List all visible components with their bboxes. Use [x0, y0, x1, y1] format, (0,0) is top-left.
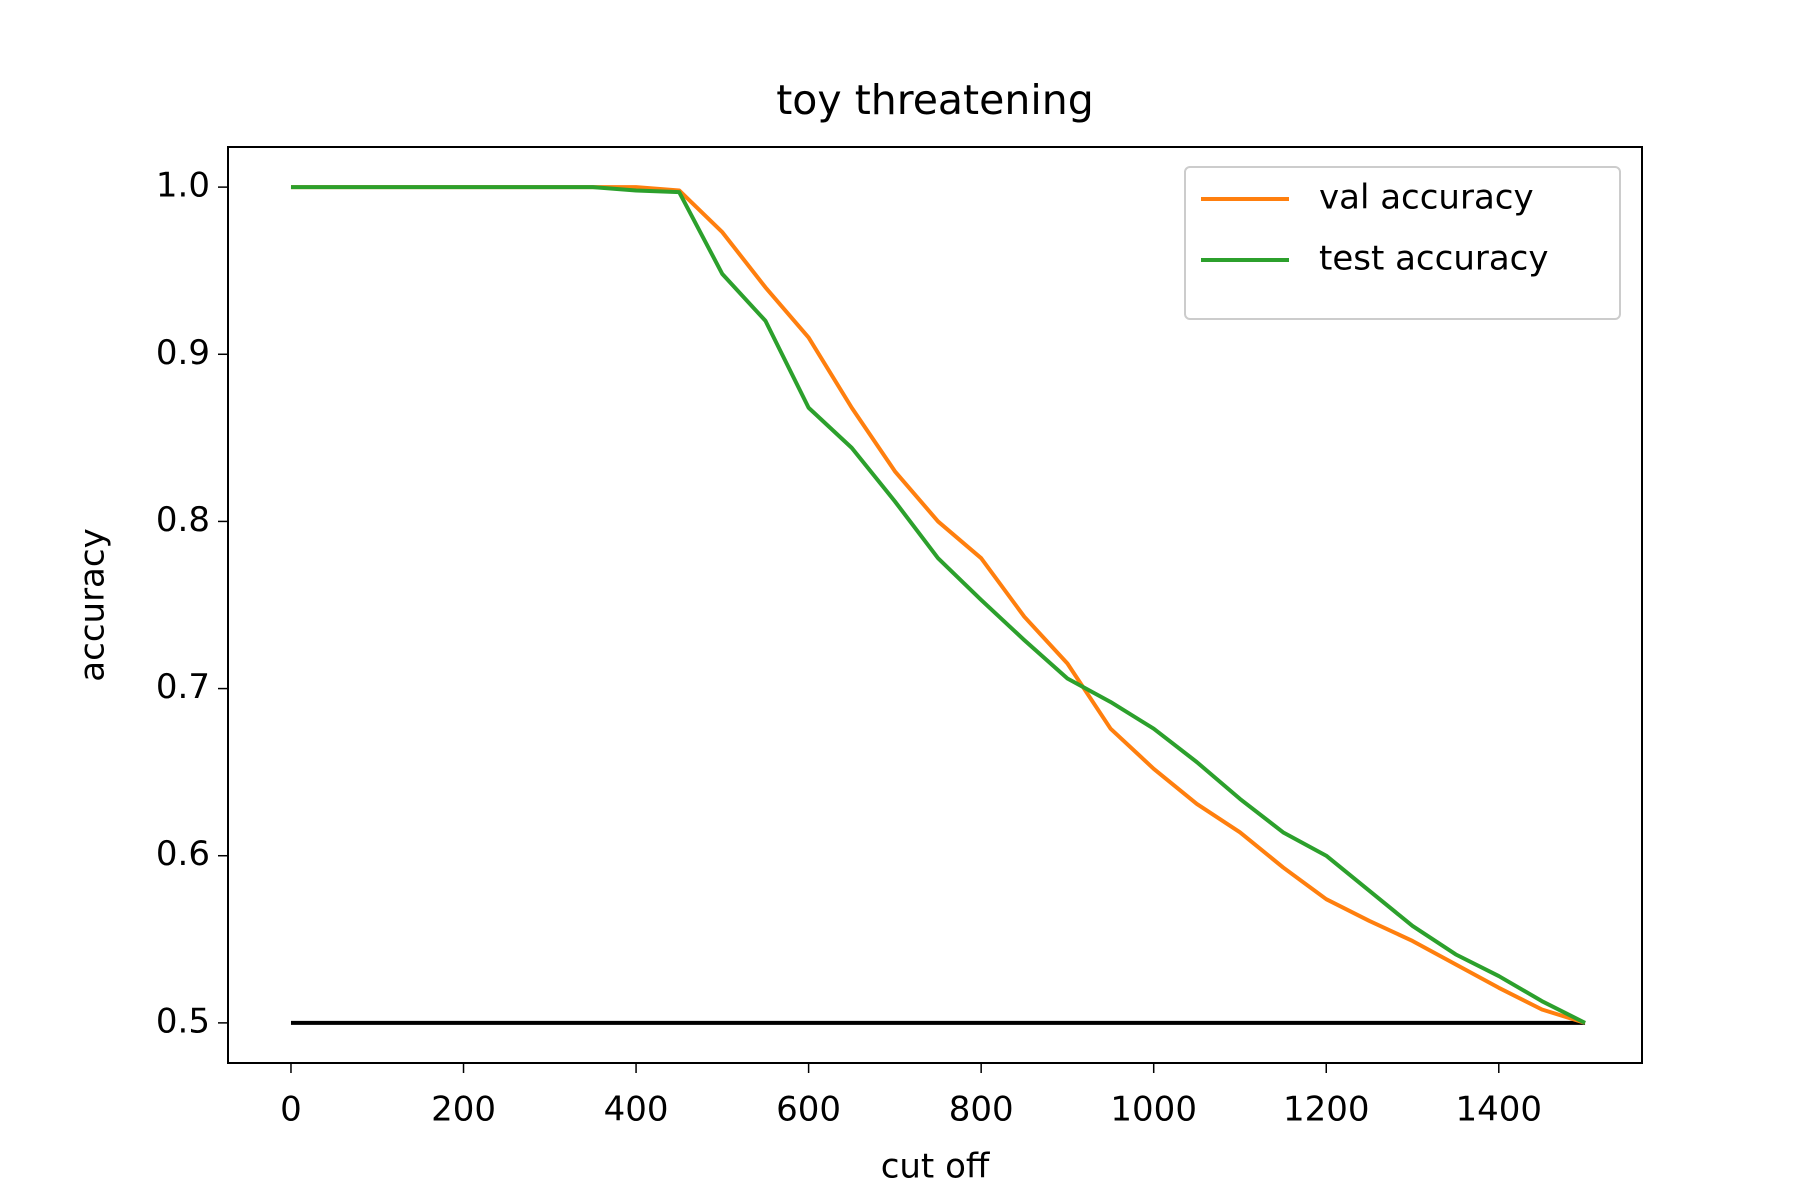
y-tick-label: 0.5 — [156, 1001, 210, 1041]
x-tick-label: 200 — [431, 1090, 496, 1130]
legend-box — [1184, 166, 1621, 320]
x-tick-label: 400 — [604, 1090, 669, 1130]
x-tick-label: 600 — [776, 1090, 841, 1130]
x-tick-label: 1000 — [1110, 1090, 1197, 1130]
y-tick-label: 0.9 — [156, 333, 210, 373]
x-tick-label: 800 — [949, 1090, 1014, 1130]
x-tick-label: 1400 — [1456, 1090, 1543, 1130]
legend-label: val accuracy — [1319, 178, 1534, 218]
y-tick-label: 0.8 — [156, 500, 210, 540]
series-line — [290, 185, 1586, 1025]
chart-title: toy threatening — [776, 76, 1094, 124]
x-tick-label: 1200 — [1283, 1090, 1370, 1130]
y-axis-label: accuracy — [73, 528, 113, 681]
x-axis-label: cut off — [881, 1147, 991, 1187]
plot-frame — [227, 146, 1643, 1064]
y-tick-label: 0.7 — [156, 667, 210, 707]
x-tick-label: 0 — [280, 1090, 302, 1130]
legend-label: test accuracy — [1319, 239, 1549, 279]
y-tick-label: 1.0 — [156, 166, 210, 206]
y-tick-label: 0.6 — [156, 834, 210, 874]
